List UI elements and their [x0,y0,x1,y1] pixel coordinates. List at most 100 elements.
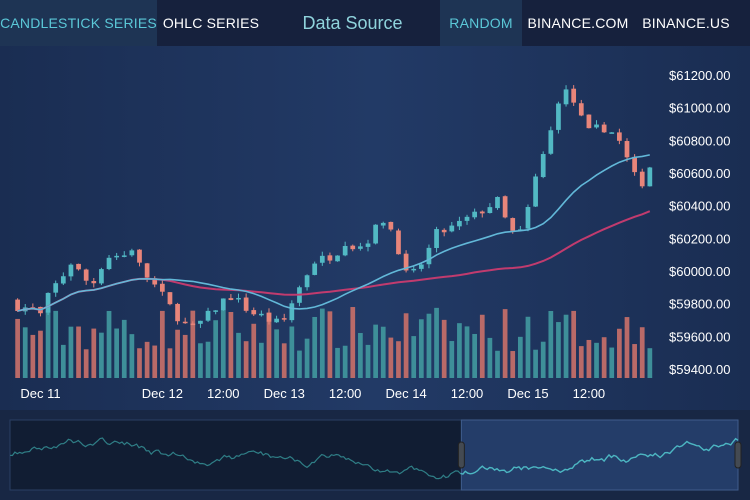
navigator-chart[interactable] [0,410,750,500]
y-axis: $61200.00 $61000.00 $60800.00 $60600.00 $604… [669,68,730,377]
volume-bar [479,314,485,378]
volume-bar [426,313,432,378]
tab-binance-us[interactable]: BINANCE.US [642,15,730,31]
candle-body [45,292,51,313]
volume-bar [106,310,112,378]
tab-binance-com[interactable]: BINANCE.COM [527,15,629,31]
candle-body [259,313,264,316]
candle-body [243,297,249,311]
candle-body [83,269,89,281]
navigator-handle-left[interactable] [457,441,465,469]
candle-body [632,156,637,173]
navigator[interactable] [0,410,750,500]
candle-body [236,297,241,300]
volume-bar [220,310,226,378]
x-axis: Dec 11 Dec 12 12:00 Dec 13 12:00 Dec 14 12:00 D… [20,386,605,401]
candle-body [441,229,447,233]
candle-body [601,124,607,133]
candle-body [373,224,378,244]
candlestick-chart[interactable]: $61200.00 $61000.00 $60800.00 $60600.00 $604… [0,46,750,410]
candle-body [586,114,592,129]
volume-bar [624,317,630,378]
candle-body [175,303,180,322]
candle-body [647,167,653,187]
volume-bar [198,343,203,378]
candles [15,85,653,328]
candle-body [121,255,127,257]
navigator-handle-right[interactable] [734,441,742,469]
candle-body [388,221,394,230]
y-tick-label: $59400.00 [669,362,730,377]
volume-bar [594,342,599,378]
volume-bar [457,323,462,378]
volume-bar [129,334,135,378]
candle-body [556,103,561,130]
chart-area[interactable]: $61200.00 $61000.00 $60800.00 $60600.00 $604… [0,46,750,410]
volume-bar [304,338,310,378]
candle-body [365,243,371,247]
candle-body [106,257,112,270]
volume-bar [578,346,584,378]
x-tick-label: 12:00 [451,386,484,401]
y-tick-label: $61200.00 [669,68,730,83]
volume-bar [563,314,569,378]
volume-bar [548,311,554,378]
volume-bar [449,341,455,378]
candle-body [578,103,584,116]
tab-candlestick-series[interactable]: CANDLESTICK SERIES [0,0,157,46]
candle-body [114,255,120,258]
candle-body [563,89,569,105]
volume-bar [15,318,20,378]
navigator-line-outside [9,437,461,480]
volume-bar [137,348,142,378]
candle-body [487,207,493,214]
volume-bar [571,310,577,378]
volume-bar [533,349,538,378]
candle-body [418,264,424,269]
candle-body [60,276,66,284]
volume-bar [38,330,43,378]
volume-bar [403,313,409,378]
volume-bar [182,334,188,378]
volume-bar [152,345,158,378]
volume-bar [517,336,523,378]
y-tick-label: $61000.00 [669,101,730,116]
candle-body [358,246,363,249]
x-tick-label: 12:00 [207,386,240,401]
volume-bar [525,316,531,378]
candle-body [434,229,439,248]
volume-bar [159,310,165,378]
volume-bar [434,307,439,378]
volume-bar [327,311,333,378]
candle-body [99,269,104,284]
tab-random[interactable]: RANDOM [440,0,522,46]
volume-bar [441,319,447,378]
volume-bar [396,341,401,378]
tab-ohlc-series[interactable]: OHLC SERIES [162,15,260,31]
x-tick-label: Dec 12 [142,386,183,401]
candle-body [228,298,234,301]
volume-bar [236,332,241,378]
candle-body [281,318,287,320]
volume-bar [510,351,516,378]
volume-bar [495,350,500,378]
candle-body [213,310,219,312]
volume-bar [190,310,196,378]
x-tick-label: Dec 15 [507,386,548,401]
volume-bar [76,326,81,378]
y-tick-label: $60400.00 [669,199,730,214]
candle-body [464,216,470,221]
candle-body [76,263,81,270]
volume-bar [319,308,325,378]
volume-bar [167,348,173,378]
candle-body [540,154,546,178]
y-tick-label: $60000.00 [669,264,730,279]
candle-body [137,249,142,263]
candle-body [342,246,348,256]
volume-bar [556,322,561,378]
candle-body [449,225,455,232]
volume-bar [22,327,28,378]
candle-body [167,292,173,305]
volume-bar [45,310,51,378]
volume-bars [15,307,653,378]
